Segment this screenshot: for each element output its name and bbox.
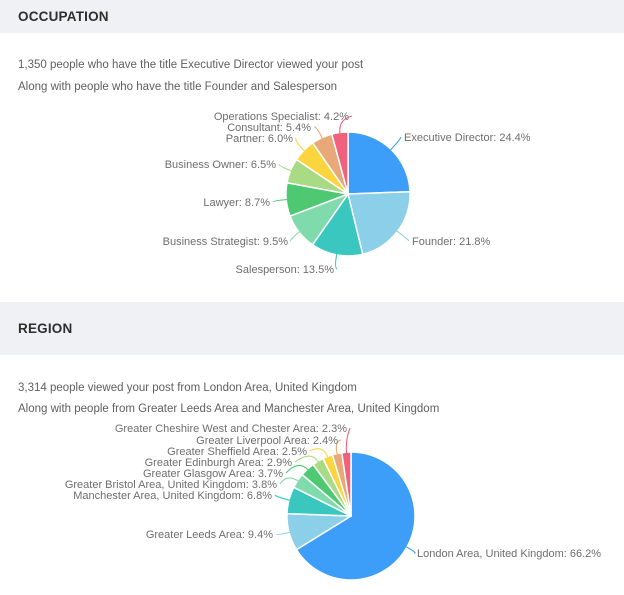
pie-label-line-manchester-area-united-kingdom (274, 494, 291, 501)
pie-label-greater-liverpool-area: Greater Liverpool Area: 2.4% (196, 435, 338, 447)
pie-label-greater-cheshire-west-and-chester-area: Greater Cheshire West and Chester Area: … (115, 423, 347, 435)
occupation-section-header: OCCUPATION (0, 0, 624, 33)
pie-label-partner: Partner: 6.0% (226, 133, 293, 145)
pie-label-lawyer: Lawyer: 8.7% (203, 197, 270, 209)
pie-label-line-greater-sheffield-area (309, 448, 329, 458)
pie-label-line-executive-director (389, 136, 402, 151)
pie-label-line-greater-liverpool-area (335, 439, 342, 455)
pie-label-greater-sheffield-area: Greater Sheffield Area: 2.5% (167, 446, 307, 458)
pie-label-manchester-area-united-kingdom: Manchester Area, United Kingdom: 6.8% (73, 490, 272, 502)
pie-label-greater-edinburgh-area: Greater Edinburgh Area: 2.9% (145, 457, 293, 469)
pie-label-line-lawyer (272, 198, 288, 203)
pie-label-consultant: Consultant: 5.4% (227, 122, 311, 134)
pie-label-london-area-united-kingdom: London Area, United Kingdom: 66.2% (417, 548, 601, 560)
region-section-header: REGION (0, 302, 624, 355)
pie-label-business-strategist: Business Strategist: 9.5% (163, 236, 289, 248)
pie-label-line-founder (396, 230, 410, 242)
occupation-intro-line2: Along with people who have the title Fou… (18, 81, 338, 93)
pie-label-line-business-strategist (290, 231, 301, 242)
occupation-section-title: OCCUPATION (18, 9, 109, 24)
pie-label-executive-director: Executive Director: 24.4% (404, 132, 531, 144)
occupation-intro-line1: 1,350 people who have the title Executiv… (18, 59, 364, 71)
pie-label-greater-bristol-area-united-kingdom: Greater Bristol Area, United Kingdom: 3.… (65, 479, 277, 491)
pie-slice-executive-director[interactable] (347, 131, 411, 195)
pie-label-line-greater-edinburgh-area (294, 455, 319, 463)
pie-label-founder: Founder: 21.8% (412, 236, 490, 248)
pie-label-business-owner: Business Owner: 6.5% (165, 159, 276, 171)
pie-label-line-greater-cheshire-west-and-chester-area (345, 427, 351, 454)
pie-label-line-business-owner (278, 163, 292, 172)
pie-label-line-greater-leeds-area (275, 531, 291, 536)
pie-label-line-greater-bristol-area-united-kingdom (279, 477, 299, 485)
pie-label-salesperson: Salesperson: 13.5% (236, 264, 335, 276)
pie-label-line-salesperson (335, 253, 338, 270)
pie-label-greater-glasgow-area: Greater Glasgow Area: 3.7% (143, 468, 283, 480)
region-intro-line1: 3,314 people viewed your post from Londo… (18, 382, 357, 394)
pie-label-line-london-area-united-kingdom (405, 546, 416, 554)
pie-label-line-greater-glasgow-area (285, 465, 309, 474)
pie-label-line-partner (295, 137, 305, 152)
pie-label-operations-specialist: Operations Specialist: 4.2% (214, 111, 349, 123)
pie-label-line-consultant (313, 126, 323, 139)
pie-label-line-operations-specialist (339, 115, 353, 134)
occupation-pie-chart: Executive Director: 24.4% Founder: 21.8% S… (163, 111, 531, 276)
region-pie-chart: London Area, United Kingdom: 66.2% Greate… (65, 423, 601, 581)
region-intro-line2: Along with people from Greater Leeds Are… (18, 403, 440, 415)
pie-label-greater-leeds-area: Greater Leeds Area: 9.4% (146, 529, 273, 541)
region-section-title: REGION (18, 321, 73, 336)
